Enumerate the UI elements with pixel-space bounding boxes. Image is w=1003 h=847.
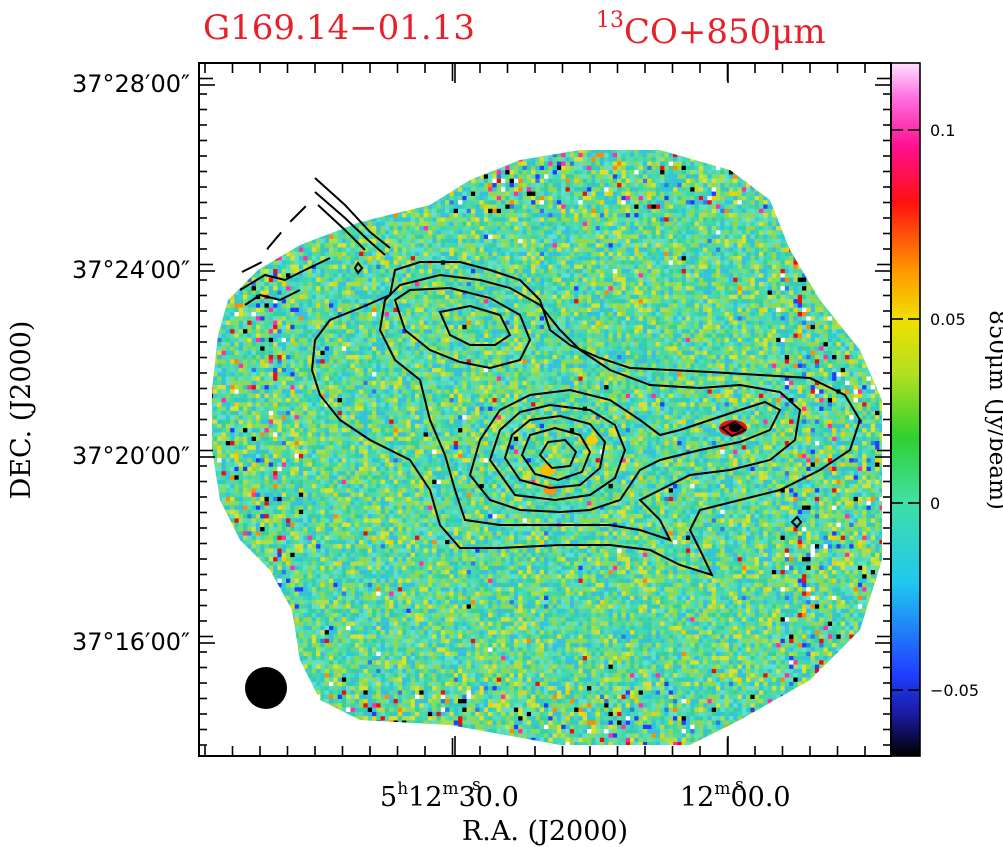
colorbar-tick-0: 0.1 xyxy=(930,121,955,140)
contour-edge-4 xyxy=(239,257,331,291)
colorbar-frame xyxy=(890,62,921,757)
contour-level-4 xyxy=(438,304,512,346)
beam-ellipse xyxy=(245,667,287,709)
contour-level-6 xyxy=(520,426,592,482)
contour-peak-east xyxy=(720,420,747,438)
colorbar-tick-1: 0.05 xyxy=(930,310,966,329)
contour-edge-5 xyxy=(244,289,301,306)
emission-peak xyxy=(586,435,598,445)
contour-edge-2 xyxy=(314,191,386,256)
colorbar xyxy=(892,63,920,756)
contour-edge-dashed xyxy=(241,203,309,273)
chart-title-tracer: 13CO+850μm xyxy=(596,8,826,52)
emission-peak xyxy=(729,424,741,432)
850um-intensity-map xyxy=(212,150,882,745)
tracer-label: CO+850μm xyxy=(624,12,826,52)
contour-level-3b xyxy=(468,388,782,514)
13co-contours xyxy=(239,177,862,577)
contour-level-5 xyxy=(503,414,607,490)
contour-small-blob-2 xyxy=(353,261,364,275)
x-axis-label: R.A. (J2000) xyxy=(462,816,628,847)
colorbar-tick-labels: 0.1 0.05 0 −0.05 xyxy=(930,121,979,700)
y-tick-label-0: 37°28′00″ xyxy=(72,70,190,98)
contour-level-4b xyxy=(488,403,627,502)
y-tick-label-1: 37°24′00″ xyxy=(72,256,190,284)
isotope-superscript: 13 xyxy=(596,8,624,33)
emission-peak xyxy=(540,464,556,476)
frame-ticks xyxy=(199,62,891,756)
x-tick-sec-mark-0: s xyxy=(472,775,481,795)
chart-title-source: G169.14−01.13 xyxy=(203,8,475,48)
y-tick-label-3: 37°16′00″ xyxy=(72,628,190,656)
contour-level-2 xyxy=(378,273,802,542)
colorbar-tick-2: 0 xyxy=(930,494,940,513)
x-tick-label-1: 12m00.0 xyxy=(680,779,791,813)
contour-edge-3 xyxy=(317,204,366,251)
x-tick-label-0: 5h12m30.0 xyxy=(380,779,519,813)
contour-level-1 xyxy=(310,261,862,577)
x-tick-sec-mark-1: s xyxy=(735,775,744,795)
contour-level-3 xyxy=(393,286,532,370)
y-axis-label: DEC. (J2000) xyxy=(6,321,37,500)
y-tick-label-2: 37°20′00″ xyxy=(72,442,190,470)
x-tick-labels: 5h12m30.0 12m00.0 xyxy=(380,779,791,813)
colorbar-label: 850μm (Jy/beam) xyxy=(984,310,1003,510)
contour-edge-1 xyxy=(314,177,391,249)
contour-level-7 xyxy=(538,438,578,470)
colorbar-ticks xyxy=(891,129,920,691)
colorbar-tick-3: −0.05 xyxy=(930,681,979,700)
contour-small-blob xyxy=(790,515,803,529)
y-tick-labels: 37°28′00″ 37°24′00″ 37°20′00″ 37°16′00″ xyxy=(72,70,190,656)
